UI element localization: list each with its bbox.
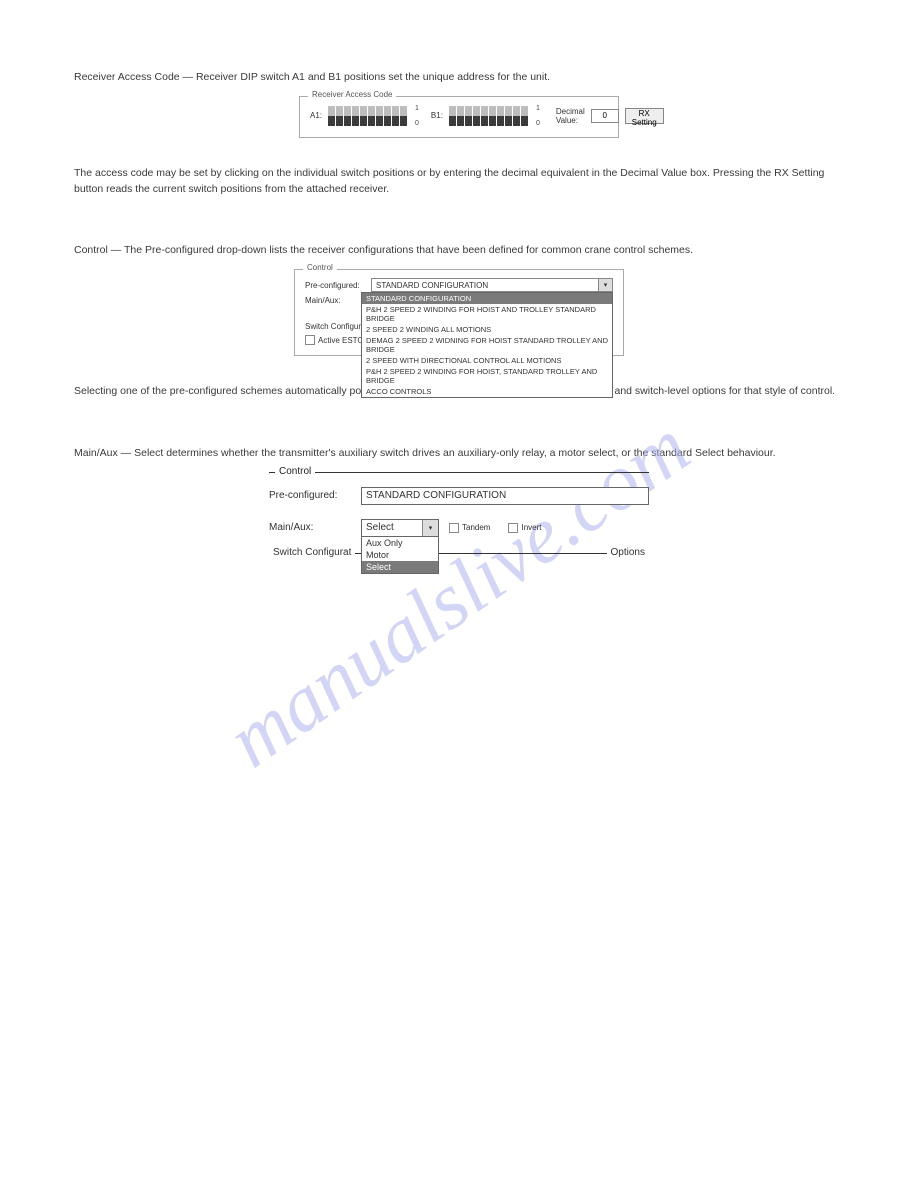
active-estop-checkbox[interactable]: Active ESTOP: [305, 335, 369, 345]
preconfigured-option[interactable]: DEMAG 2 SPEED 2 WIDNING FOR HOIST STANDA…: [362, 335, 612, 355]
p3-options-label: Options: [607, 547, 649, 558]
chevron-down-icon: ▾: [422, 520, 438, 536]
preconfigured-option[interactable]: P&H 2 SPEED 2 WINDING FOR HOIST, STANDAR…: [362, 366, 612, 386]
a1-label: A1:: [310, 111, 322, 120]
p3-mainaux-label: Main/Aux:: [269, 522, 351, 533]
dip-a1[interactable]: [328, 106, 407, 126]
tandem-checkbox[interactable]: Tandem: [449, 523, 490, 533]
chevron-down-icon: ▾: [598, 279, 612, 291]
invert-checkbox[interactable]: Invert: [508, 523, 541, 533]
preconfigured-label: Pre-configured:: [305, 281, 363, 290]
control-intro: Control — The Pre-configured drop-down l…: [74, 243, 844, 259]
decimal-value-input[interactable]: [591, 109, 619, 123]
p3-mainaux-option[interactable]: Aux Only: [362, 537, 438, 549]
p3-mainaux-value: Select: [366, 522, 394, 533]
rac-after-1: The access code may be set by clicking o…: [74, 166, 844, 198]
rac-panel-title: Receiver Access Code: [308, 90, 396, 99]
dip-a1-legend: 1 0: [415, 105, 419, 127]
p3-preconfigured-select[interactable]: STANDARD CONFIGURATION: [361, 487, 649, 505]
b1-label: B1:: [431, 111, 443, 120]
preconfigured-option[interactable]: STANDARD CONFIGURATION: [362, 293, 612, 304]
receiver-access-code-panel: Receiver Access Code A1: 1 0 B1:: [299, 96, 619, 138]
invert-label: Invert: [521, 523, 541, 532]
preconfigured-open-list[interactable]: STANDARD CONFIGURATION P&H 2 SPEED 2 WIN…: [361, 292, 613, 398]
control-panel-3: Control Pre-configured: STANDARD CONFIGU…: [269, 472, 649, 567]
preconfigured-select[interactable]: STANDARD CONFIGURATION ▾: [371, 278, 613, 292]
tandem-label: Tandem: [462, 523, 490, 532]
decimal-value-label: Decimal Value:: [556, 107, 585, 125]
p3-mainaux-option[interactable]: Motor: [362, 549, 438, 561]
rac-intro-1: Receiver Access Code — Receiver DIP swit…: [74, 70, 844, 86]
p3-mainaux-select[interactable]: Select ▾: [361, 519, 439, 537]
preconfigured-option[interactable]: ACCO CONTROLS: [362, 386, 612, 397]
switch-config-label: Switch Configurat: [305, 322, 368, 331]
dip-b1[interactable]: [449, 106, 528, 126]
p3-switch-config-label: Switch Configurat: [269, 547, 355, 558]
control-panel: Control Pre-configured: STANDARD CONFIGU…: [294, 269, 624, 356]
dip-b1-legend: 1 0: [536, 105, 540, 127]
preconfigured-option[interactable]: P&H 2 SPEED 2 WINDING FOR HOIST AND TROL…: [362, 304, 612, 324]
preconfigured-option[interactable]: 2 SPEED WITH DIRECTIONAL CONTROL ALL MOT…: [362, 355, 612, 366]
mainaux-intro: Main/Aux — Select determines whether the…: [74, 446, 844, 462]
control3-title: Control: [275, 466, 315, 477]
control-panel-title: Control: [303, 263, 337, 272]
p3-mainaux-open-list[interactable]: Aux Only Motor Select: [361, 536, 439, 574]
p3-preconfigured-value: STANDARD CONFIGURATION: [366, 490, 506, 501]
preconfigured-option[interactable]: 2 SPEED 2 WINDING ALL MOTIONS: [362, 324, 612, 335]
p3-mainaux-option[interactable]: Select: [362, 561, 438, 573]
rx-setting-button[interactable]: RX Setting: [625, 108, 664, 124]
preconfigured-value: STANDARD CONFIGURATION: [376, 281, 488, 290]
mainaux-label: Main/Aux:: [305, 296, 363, 305]
p3-preconfigured-label: Pre-configured:: [269, 490, 351, 501]
